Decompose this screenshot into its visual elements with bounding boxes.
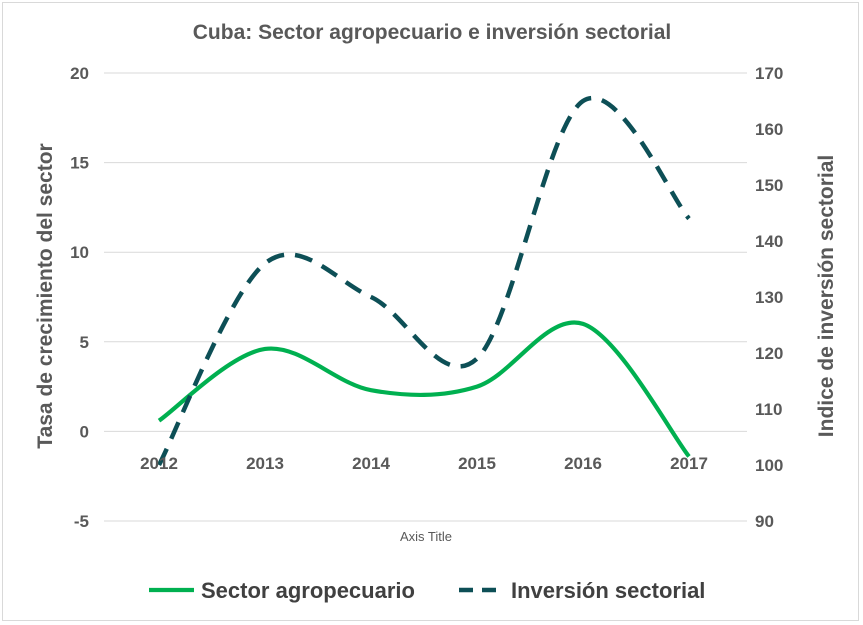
x-axis-ticks: 2012 2013 2014 2015 2016 2017 bbox=[140, 454, 708, 473]
y-tick-label-left: 10 bbox=[70, 243, 89, 262]
line-chart: Cuba: Sector agropecuario e inversión se… bbox=[34, 21, 838, 603]
y-tick-label-left: 20 bbox=[70, 64, 89, 83]
x-tick-label: 2016 bbox=[564, 454, 602, 473]
y-tick-label-left: 15 bbox=[70, 154, 89, 173]
y-tick-label-right: 160 bbox=[755, 120, 783, 139]
legend: Sector agropecuario Inversión sectorial bbox=[149, 578, 705, 603]
left-axis-ticks: -5 0 5 10 15 20 bbox=[70, 64, 89, 531]
series-line-inversion-sectorial bbox=[157, 95, 691, 467]
series-line-sector-agropecuario bbox=[157, 320, 691, 458]
y-tick-label-right: 110 bbox=[755, 400, 782, 419]
x-tick-label: 2013 bbox=[246, 454, 284, 473]
legend-label-sector-agropecuario: Sector agropecuario bbox=[201, 578, 415, 603]
right-axis-ticks: 90 100 110 120 130 140 150 160 170 bbox=[755, 64, 783, 531]
chart-title: Cuba: Sector agropecuario e inversión se… bbox=[193, 21, 671, 44]
y-tick-label-left: -5 bbox=[74, 512, 89, 531]
x-tick-label: 2012 bbox=[140, 454, 178, 473]
x-tick-label: 2017 bbox=[670, 454, 708, 473]
y-tick-label-left: 5 bbox=[80, 333, 89, 352]
x-axis-title: Axis Title bbox=[400, 529, 452, 544]
y-tick-label-right: 150 bbox=[755, 176, 783, 195]
y-tick-label-right: 140 bbox=[755, 232, 783, 251]
y-tick-label-right: 100 bbox=[755, 456, 783, 475]
series-lines bbox=[157, 95, 691, 467]
gridlines bbox=[104, 72, 747, 522]
y-axis-label-left: Tasa de crecimiento del sector bbox=[34, 143, 57, 448]
x-tick-label: 2015 bbox=[458, 454, 496, 473]
y-axis-label-right: Indice de inversión sectorial bbox=[815, 155, 838, 437]
y-tick-label-right: 120 bbox=[755, 344, 783, 363]
y-tick-label-left: 0 bbox=[80, 422, 89, 441]
x-tick-label: 2014 bbox=[352, 454, 390, 473]
y-tick-label-right: 90 bbox=[755, 512, 774, 531]
y-tick-label-right: 130 bbox=[755, 288, 783, 307]
y-tick-label-right: 170 bbox=[755, 64, 783, 83]
legend-label-inversion-sectorial: Inversión sectorial bbox=[511, 578, 705, 603]
